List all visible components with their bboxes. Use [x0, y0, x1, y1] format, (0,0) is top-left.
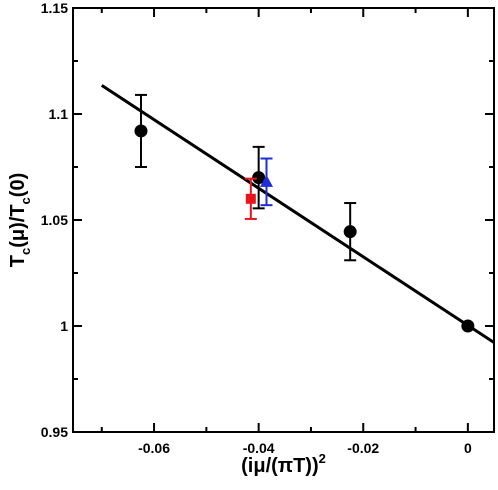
- x-axis-title: (iμ/(πT))2: [241, 451, 326, 477]
- y-tick-label: 1.05: [41, 212, 68, 228]
- plot-content: [100, 84, 494, 344]
- tick-labels: -0.06 -0.04 -0.02 0 0.95 1 1.05 1.1 1.15: [41, 0, 472, 456]
- y-axis-title-part: (0): [7, 173, 29, 197]
- x-axis-title-sup: 2: [319, 451, 326, 466]
- x-axis-title-text: (iμ/(πT)): [241, 455, 319, 477]
- x-tick-label: -0.04: [243, 440, 275, 456]
- y-tick-label: 1: [60, 318, 68, 334]
- y-axis-title-sub: c: [18, 248, 33, 255]
- y-axis-title-part: (μ)/T: [7, 204, 29, 247]
- y-axis-title-sub: c: [18, 197, 33, 204]
- data-point-circle: [252, 171, 266, 185]
- data-point-circle: [343, 225, 357, 239]
- y-tick-label: 1.15: [41, 0, 68, 16]
- y-axis-title: Tc(μ)/Tc(0): [7, 173, 33, 267]
- plot-frame: [72, 7, 495, 433]
- y-tick-label: 1.1: [49, 106, 69, 122]
- data-point-circle: [134, 124, 148, 138]
- y-axis-title-part: T: [7, 255, 29, 267]
- x-tick-label: 0: [464, 440, 472, 456]
- x-tick-label: -0.02: [347, 440, 379, 456]
- data-point-circle: [461, 319, 475, 333]
- fit-line: [100, 84, 494, 344]
- axis-ticks: [73, 7, 494, 433]
- data-point-square: [245, 193, 256, 204]
- x-tick-label: -0.06: [138, 440, 170, 456]
- data-point-triangle: [260, 174, 274, 187]
- y-tick-label: 0.95: [41, 424, 68, 440]
